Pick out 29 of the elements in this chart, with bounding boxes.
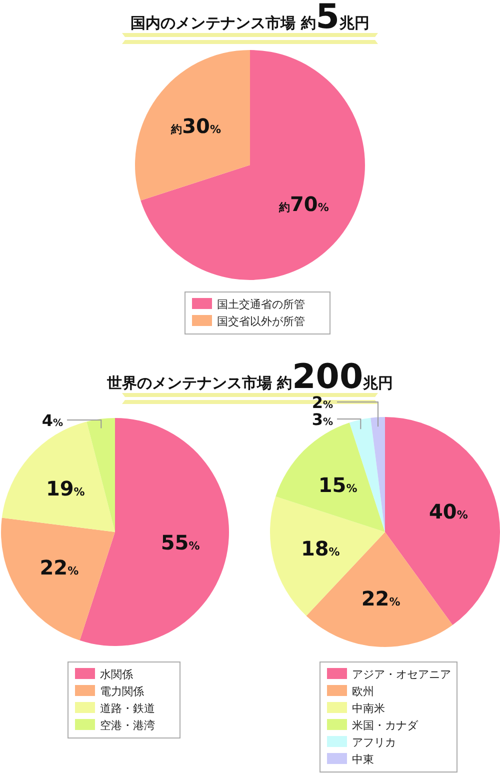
legend-label: 米国・カナダ bbox=[352, 719, 419, 732]
pie-slice bbox=[135, 50, 250, 201]
pie-slice bbox=[370, 417, 385, 532]
legend-label: アジア・オセアニア bbox=[352, 668, 451, 681]
data-label: 18% bbox=[300, 536, 340, 561]
pie-slice bbox=[140, 50, 365, 280]
data-label: 19% bbox=[46, 476, 85, 500]
pie-slice bbox=[86, 418, 115, 532]
legend-label: 水関係 bbox=[100, 668, 133, 681]
chart-title: 国内のメンテナンス市場 約5兆円 bbox=[130, 0, 370, 37]
data-label: 55% bbox=[160, 530, 200, 554]
data-label: 22% bbox=[361, 586, 400, 611]
legend-label: 空港・港湾 bbox=[100, 719, 155, 732]
data-label: 約30% bbox=[170, 114, 221, 138]
data-label: 約70% bbox=[278, 192, 329, 216]
data-label: 22% bbox=[40, 555, 79, 580]
legend-label: 国土交通省の所管 bbox=[217, 298, 305, 311]
legend-label: アフリカ bbox=[352, 736, 396, 749]
data-label: 3% bbox=[312, 410, 333, 429]
legend-label: 中東 bbox=[352, 753, 374, 766]
legend-label: 欧州 bbox=[352, 685, 374, 698]
pie-slice bbox=[1, 518, 115, 640]
data-label: 40% bbox=[429, 499, 468, 524]
data-label: 15% bbox=[318, 472, 358, 497]
legend-label: 道路・鉄道 bbox=[100, 702, 155, 715]
legend-label: 国交省以外が所管 bbox=[217, 315, 305, 328]
data-label: 4% bbox=[42, 411, 63, 430]
legend-label: 電力関係 bbox=[100, 685, 144, 698]
legend-label: 中南米 bbox=[352, 702, 385, 715]
